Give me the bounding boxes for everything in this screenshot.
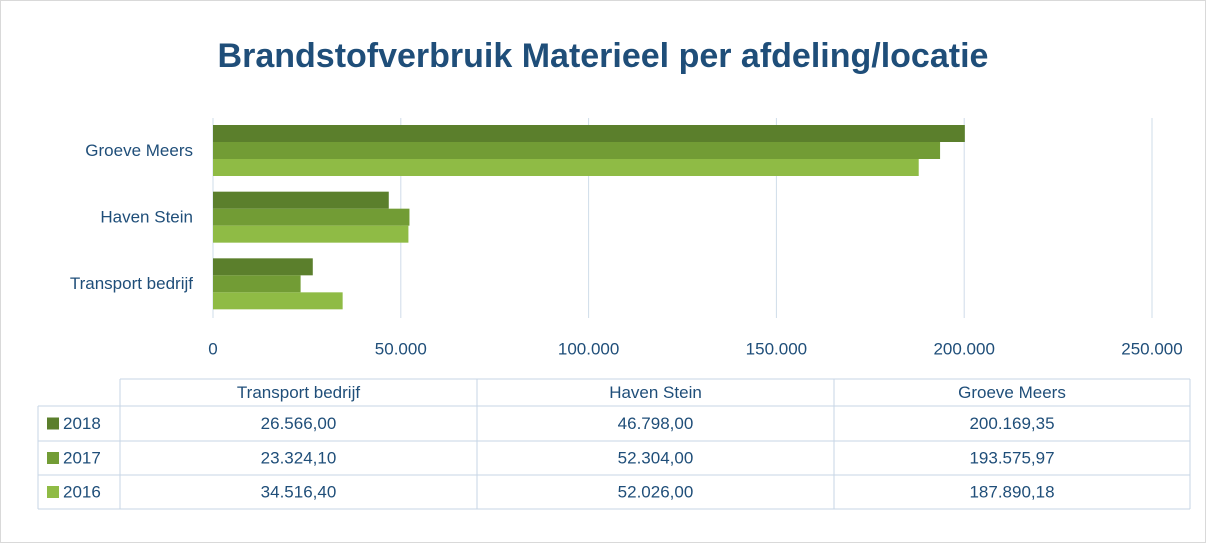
- table-header: Groeve Meers: [958, 383, 1066, 402]
- y-tick-label: Groeve Meers: [85, 141, 193, 160]
- bar: [213, 225, 409, 243]
- x-tick-label: 50.000: [375, 339, 427, 358]
- table-cell: 200.169,35: [969, 414, 1054, 433]
- bar: [213, 275, 301, 293]
- bar: [213, 258, 313, 276]
- bar: [213, 142, 941, 159]
- table-cell: 34.516,40: [261, 482, 337, 501]
- table-cell: 46.798,00: [618, 414, 694, 433]
- legend-label: 2017: [63, 448, 101, 467]
- table-cell: 23.324,10: [261, 448, 337, 467]
- table-cell: 26.566,00: [261, 414, 337, 433]
- x-tick-label: 0: [208, 339, 217, 358]
- legend-label: 2018: [63, 414, 101, 433]
- table-header: Haven Stein: [609, 383, 702, 402]
- x-tick-label: 100.000: [558, 339, 619, 358]
- x-tick-label: 200.000: [933, 339, 994, 358]
- x-tick-label: 250.000: [1121, 339, 1182, 358]
- bar: [213, 208, 410, 226]
- table-header: Transport bedrijf: [237, 383, 360, 402]
- bar: [213, 159, 919, 176]
- legend-swatch: [47, 486, 59, 498]
- y-tick-label: Haven Stein: [100, 207, 193, 226]
- x-tick-label: 150.000: [746, 339, 807, 358]
- y-tick-label: Transport bedrijf: [70, 274, 193, 293]
- legend-swatch: [47, 417, 59, 430]
- bar: [213, 125, 965, 142]
- bar: [213, 191, 389, 209]
- legend-label: 2016: [63, 482, 101, 501]
- chart-title: Brandstofverbruik Materieel per afdeling…: [218, 37, 989, 75]
- table-cell: 193.575,97: [969, 448, 1054, 467]
- legend-swatch: [47, 452, 59, 464]
- table-cell: 187.890,18: [969, 482, 1054, 501]
- table-cell: 52.304,00: [618, 448, 694, 467]
- table-cell: 52.026,00: [618, 482, 694, 501]
- bar: [213, 292, 343, 310]
